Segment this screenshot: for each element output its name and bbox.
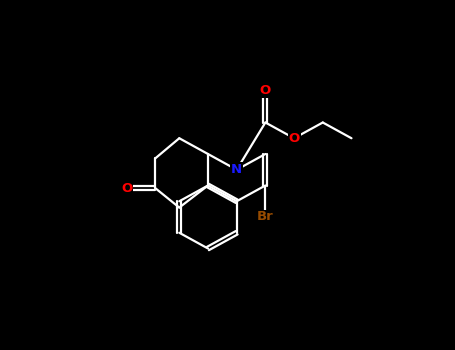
Text: O: O	[260, 84, 271, 98]
Text: N: N	[231, 163, 242, 176]
Text: O: O	[121, 182, 132, 195]
Text: O: O	[288, 132, 300, 145]
Text: Br: Br	[257, 210, 274, 224]
